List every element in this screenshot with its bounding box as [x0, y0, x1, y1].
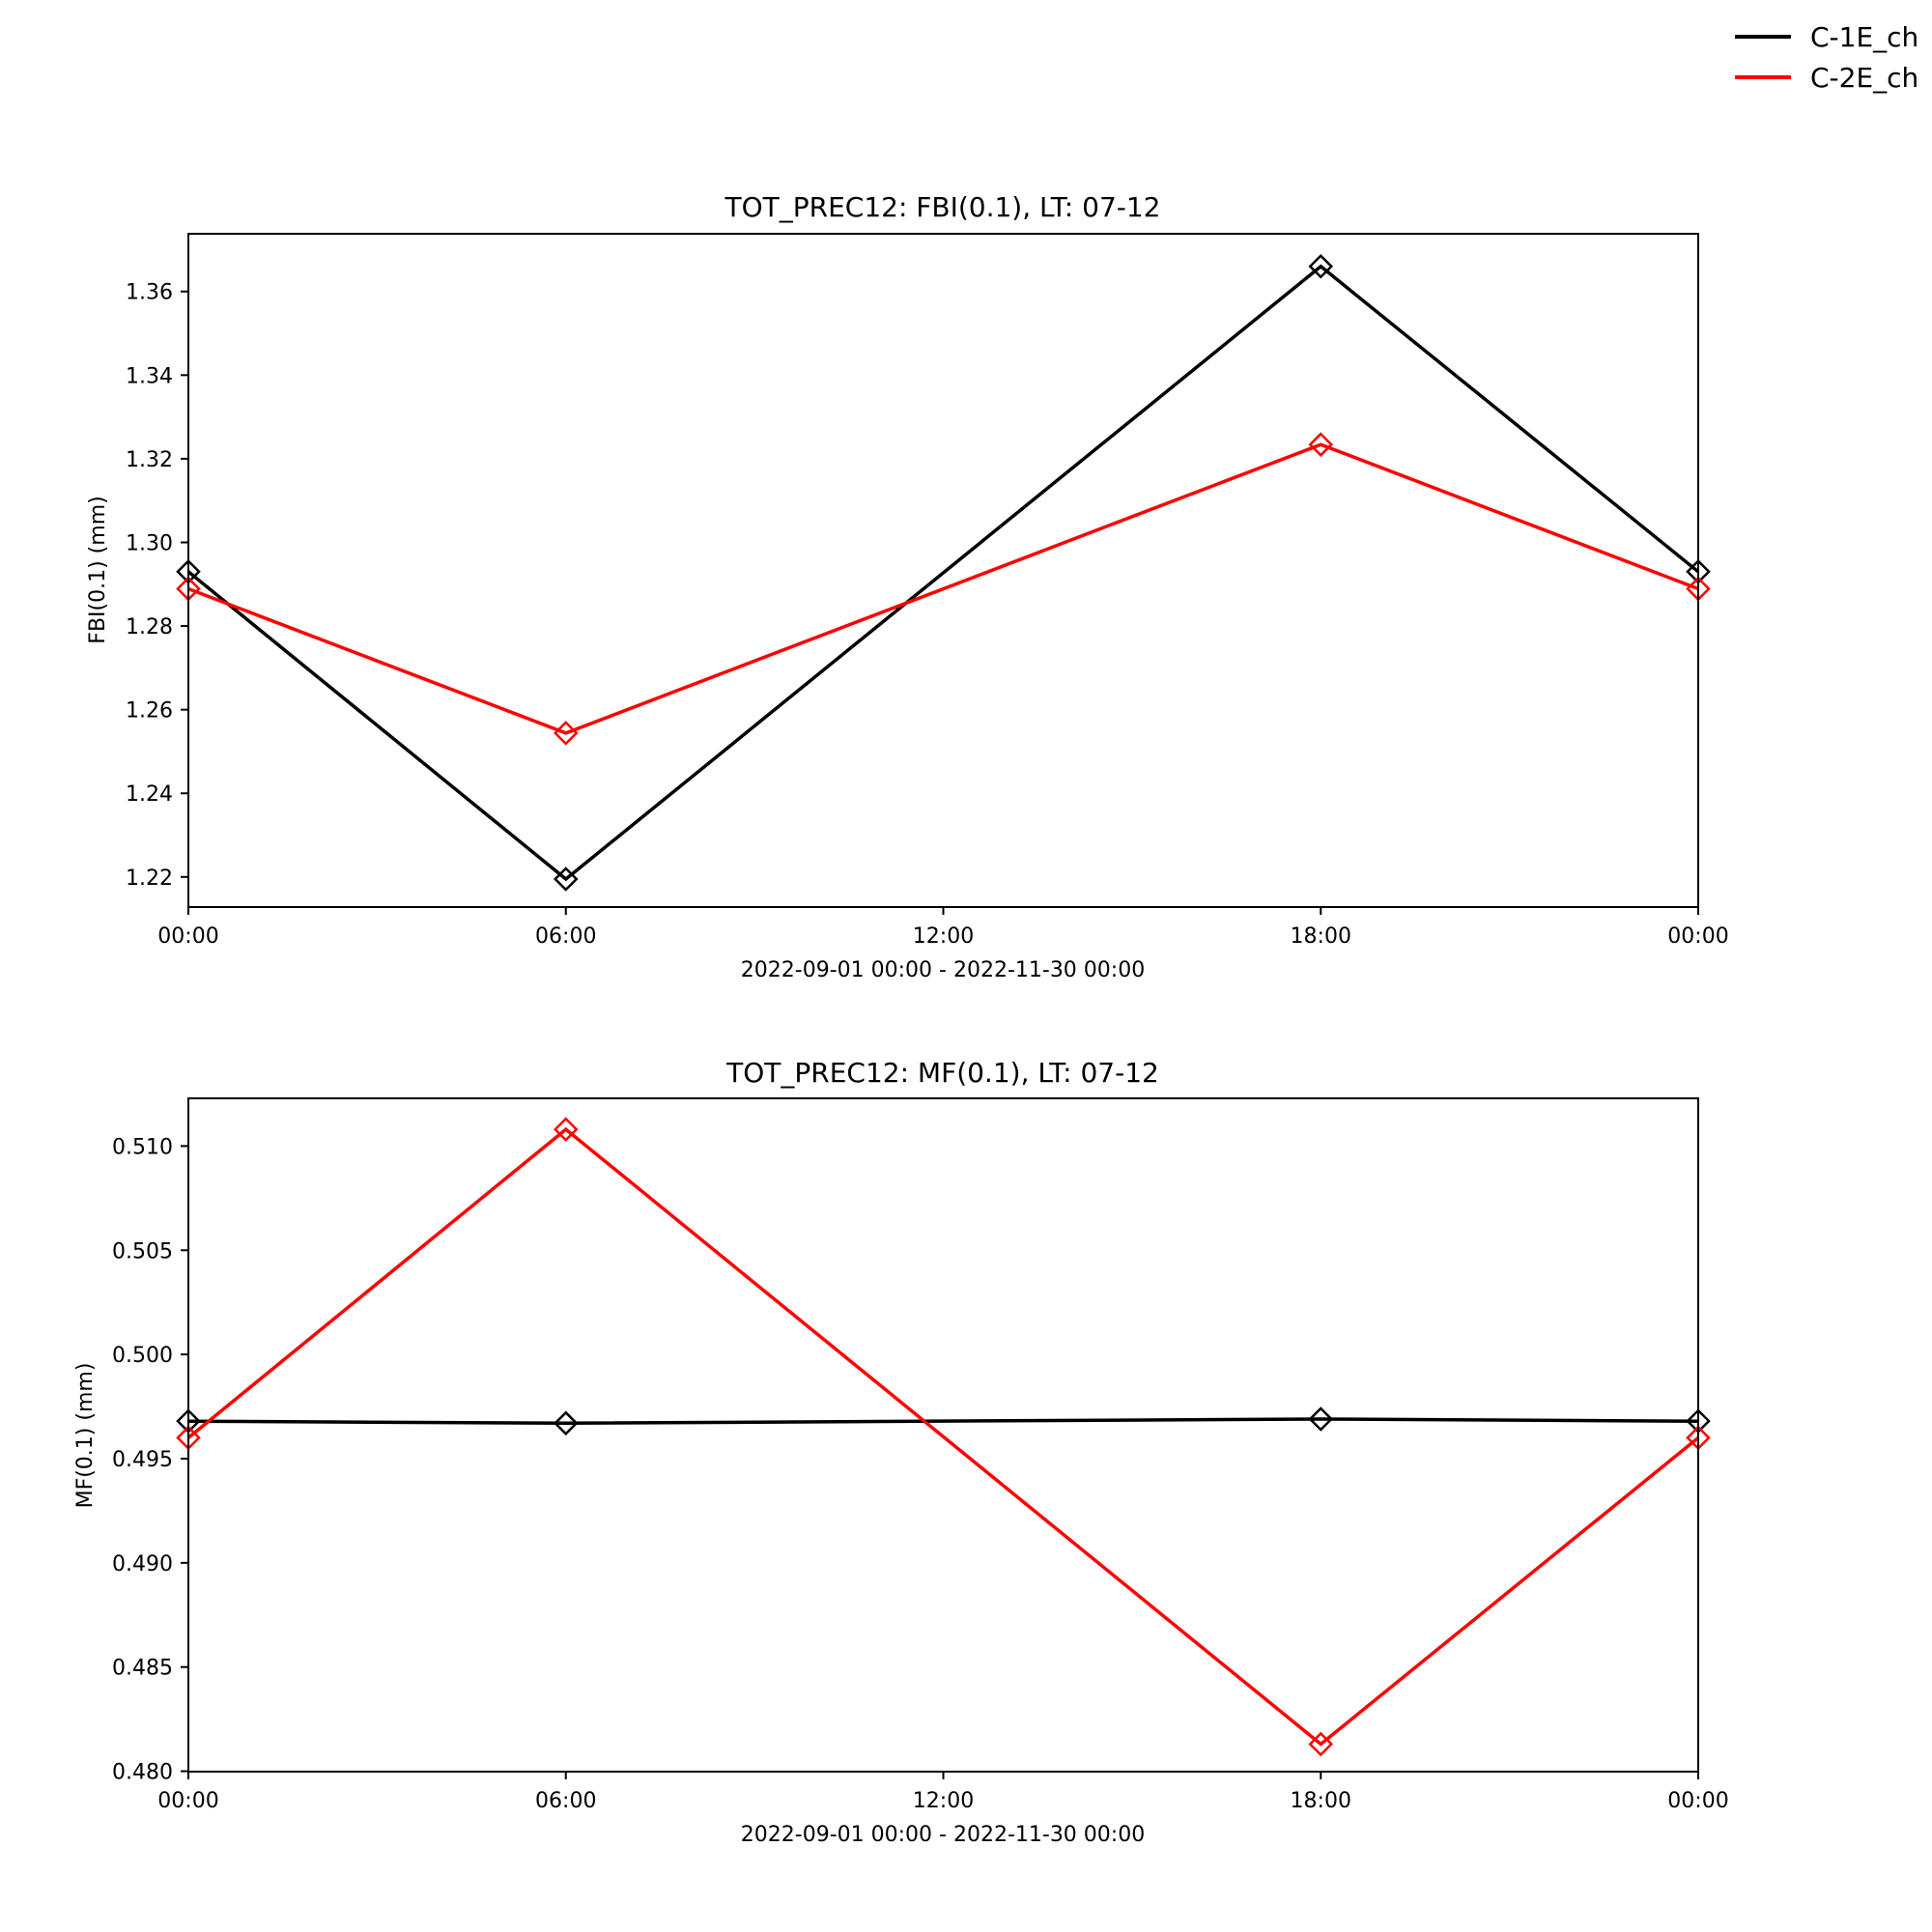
chart-fbi-point-c-1e-ch-2 — [1308, 253, 1334, 279]
chart-fbi-y-tick-label-7: 1.36 — [126, 281, 173, 305]
chart-mf-x-tick-label-4: 00:00 — [1667, 1789, 1728, 1813]
chart-fbi-y-ticks: 1.22 1.24 1.26 1.28 1.30 1.32 1.34 1.36 — [126, 281, 188, 891]
chart-fbi-point-c-2e-ch-2 — [1308, 432, 1334, 457]
chart-fbi-x-ticks: 00:00 06:00 12:00 18:00 00:00 — [157, 907, 1729, 949]
legend: C-1E_ch C-2E_ch — [1735, 21, 1918, 94]
chart-fbi-y-tick-label-6: 1.34 — [126, 364, 173, 388]
chart-mf-series-line-c-1e-ch — [187, 1417, 1699, 1426]
chart-fbi-series-line-c-1e-ch — [186, 264, 1700, 882]
chart-fbi-y-tick-label-1: 1.24 — [126, 782, 173, 807]
chart-mf-y-ticks: 0.480 0.485 0.490 0.495 0.500 0.505 0.510 — [112, 1135, 188, 1785]
chart-mf-x-tick-label-2: 12:00 — [913, 1789, 974, 1813]
chart-mf-y-tick-label-1: 0.485 — [112, 1657, 173, 1681]
chart-fbi-y-tick-label-3: 1.28 — [126, 615, 173, 639]
chart-fbi-x-tick-label-2: 12:00 — [913, 924, 974, 949]
chart-mf-x-tick-label-0: 00:00 — [157, 1789, 218, 1813]
chart-fbi-series — [176, 253, 1711, 892]
chart-mf-y-tick-label-6: 0.510 — [112, 1135, 173, 1159]
legend-label-c1e: C-1E_ch — [1810, 21, 1918, 53]
chart-mf-y-tick-label-0: 0.480 — [112, 1761, 173, 1785]
chart-fbi-y-tick-label-5: 1.32 — [126, 448, 173, 472]
chart-fbi: TOT_PREC12: FBI(0.1), LT: 07-12 00:00 06:… — [86, 191, 1729, 982]
chart-fbi-x-tick-label-1: 06:00 — [535, 924, 596, 949]
chart-fbi-y-tick-label-0: 1.22 — [126, 867, 173, 891]
chart-fbi-series-line-c-2e-ch — [187, 442, 1699, 735]
chart-fbi-y-axis-label: FBI(0.1) (mm) — [86, 496, 110, 643]
chart-mf-y-axis-label: MF(0.1) (mm) — [73, 1363, 98, 1509]
chart-mf-y-tick-label-2: 0.490 — [112, 1552, 173, 1577]
chart-mf-point-c-2e-ch-2 — [1308, 1731, 1334, 1757]
chart-mf-y-tick-label-5: 0.505 — [112, 1239, 173, 1264]
chart-mf-x-ticks: 00:00 06:00 12:00 18:00 00:00 — [157, 1772, 1729, 1813]
chart-mf-y-tick-label-4: 0.500 — [112, 1344, 173, 1368]
chart-mf-series — [176, 1117, 1711, 1757]
chart-mf-x-tick-label-1: 06:00 — [535, 1789, 596, 1813]
chart-mf: TOT_PREC12: MF(0.1), LT: 07-12 00:00 06:0… — [73, 1057, 1729, 1847]
chart-fbi-x-tick-label-4: 00:00 — [1667, 924, 1728, 949]
chart-fbi-point-c-2e-ch-1 — [553, 721, 579, 746]
chart-mf-series-line-c-2e-ch — [186, 1126, 1700, 1747]
chart-mf-point-c-2e-ch-1 — [553, 1117, 579, 1142]
chart-mf-point-c-1e-ch-2 — [1308, 1406, 1334, 1432]
chart-fbi-x-tick-label-0: 00:00 — [157, 924, 218, 949]
chart-mf-y-tick-label-3: 0.495 — [112, 1448, 173, 1472]
chart-mf-point-c-1e-ch-1 — [553, 1410, 579, 1436]
chart-mf-x-tick-label-3: 18:00 — [1291, 1789, 1351, 1813]
chart-mf-x-axis-label: 2022-09-01 00:00 - 2022-11-30 00:00 — [741, 1823, 1145, 1847]
legend-label-c2e: C-2E_ch — [1810, 62, 1918, 94]
chart-fbi-y-tick-label-4: 1.30 — [126, 531, 173, 555]
chart-fbi-y-tick-label-2: 1.26 — [126, 699, 173, 724]
chart-fbi-x-tick-label-3: 18:00 — [1291, 924, 1351, 949]
chart-fbi-title: TOT_PREC12: FBI(0.1), LT: 07-12 — [724, 191, 1160, 223]
chart-mf-title: TOT_PREC12: MF(0.1), LT: 07-12 — [725, 1057, 1159, 1089]
chart-fbi-point-c-1e-ch-1 — [553, 867, 579, 892]
chart-fbi-x-axis-label: 2022-09-01 00:00 - 2022-11-30 00:00 — [741, 958, 1145, 982]
